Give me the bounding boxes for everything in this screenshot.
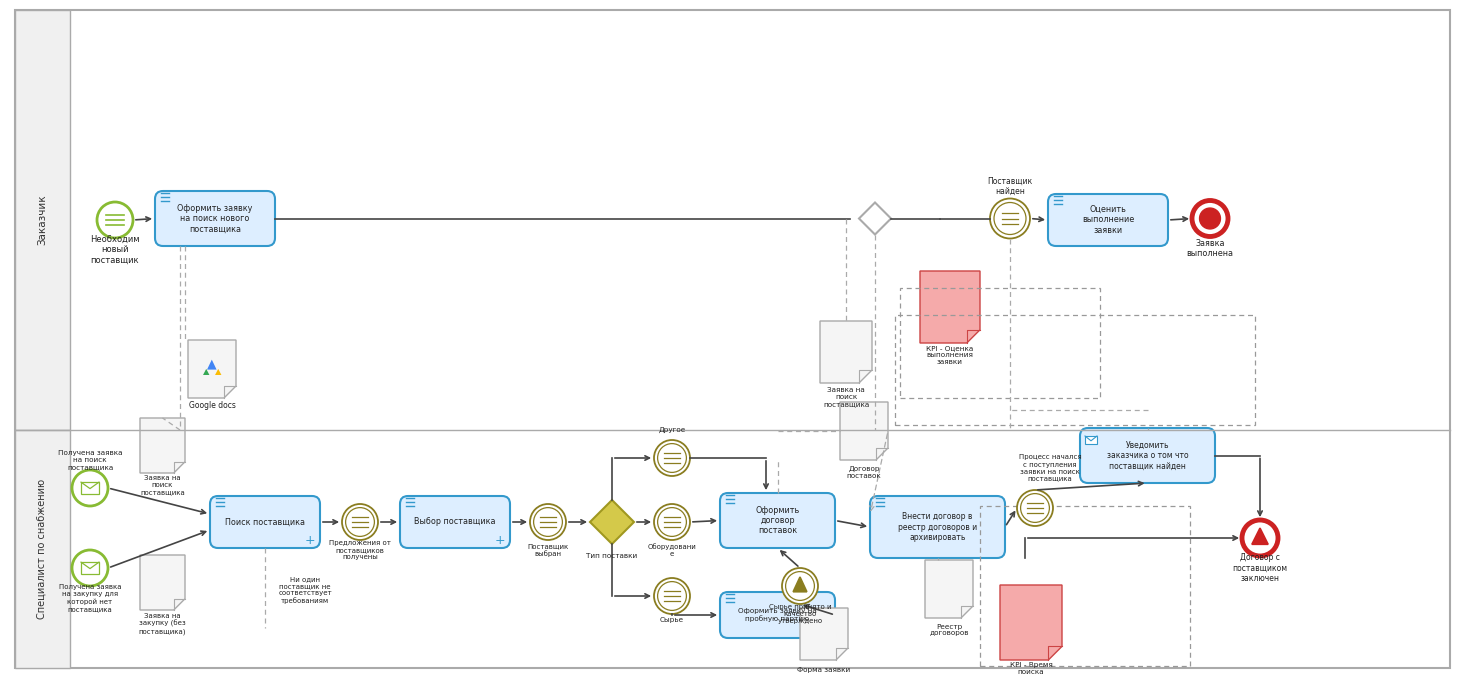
Text: Необходим
новый
поставщик: Необходим новый поставщик xyxy=(91,235,139,265)
Circle shape xyxy=(72,550,108,586)
Circle shape xyxy=(72,470,108,506)
Polygon shape xyxy=(858,203,891,235)
FancyBboxPatch shape xyxy=(719,592,835,638)
Circle shape xyxy=(658,443,687,473)
Circle shape xyxy=(530,504,565,540)
Circle shape xyxy=(1193,201,1228,237)
Polygon shape xyxy=(141,555,185,610)
Circle shape xyxy=(1200,208,1220,229)
Text: Договор с
поставщиком
заключен: Договор с поставщиком заключен xyxy=(1232,553,1288,583)
Text: Процесс начался
с поступления
заявки на поиск
поставщика: Процесс начался с поступления заявки на … xyxy=(1018,454,1081,481)
FancyBboxPatch shape xyxy=(209,496,319,548)
Text: ▲: ▲ xyxy=(202,367,209,376)
Polygon shape xyxy=(820,321,872,383)
FancyBboxPatch shape xyxy=(870,496,1005,558)
FancyBboxPatch shape xyxy=(1080,428,1214,483)
Circle shape xyxy=(1021,494,1049,523)
Text: Заявка на
поиск
поставщика: Заявка на поиск поставщика xyxy=(141,475,185,495)
Circle shape xyxy=(658,582,687,610)
Text: Заказчик: Заказчик xyxy=(37,195,47,245)
Circle shape xyxy=(1242,520,1277,556)
Text: Реестр
договоров: Реестр договоров xyxy=(929,624,968,637)
Text: Заявка на
закупку (без
поставщика): Заявка на закупку (без поставщика) xyxy=(139,613,186,635)
Text: Форма заявки: Форма заявки xyxy=(797,667,851,673)
Text: Поставщик
найден: Поставщик найден xyxy=(987,177,1033,196)
Circle shape xyxy=(533,508,563,536)
Bar xyxy=(81,482,100,494)
FancyBboxPatch shape xyxy=(719,493,835,548)
Text: Сырье принято и
качество
утверждено: Сырье принято и качество утверждено xyxy=(769,604,831,624)
Polygon shape xyxy=(920,271,980,343)
Circle shape xyxy=(782,568,817,604)
Text: Уведомить
заказчика о том что
поставщик найден: Уведомить заказчика о том что поставщик … xyxy=(1106,441,1188,471)
Circle shape xyxy=(97,202,133,238)
Circle shape xyxy=(1017,490,1053,526)
Circle shape xyxy=(653,504,690,540)
Text: Договор
поставок: Договор поставок xyxy=(847,465,882,479)
Circle shape xyxy=(993,203,1026,235)
Text: Заявка
выполнена: Заявка выполнена xyxy=(1187,239,1234,258)
Text: Заявка на
поиск
поставщика: Заявка на поиск поставщика xyxy=(823,387,869,407)
Bar xyxy=(81,562,100,574)
Text: Поиск поставщика: Поиск поставщика xyxy=(226,517,305,527)
Text: Оформить
договор
поставок: Оформить договор поставок xyxy=(756,506,800,536)
Polygon shape xyxy=(793,577,807,592)
Polygon shape xyxy=(188,340,236,398)
FancyBboxPatch shape xyxy=(1047,194,1168,246)
Text: Тип поставки: Тип поставки xyxy=(586,553,637,559)
Text: Оборудовани
е: Оборудовани е xyxy=(648,543,696,557)
Text: Оформить заявку на
пробную партию: Оформить заявку на пробную партию xyxy=(738,608,817,622)
Text: Сырье: Сырье xyxy=(659,617,684,623)
Polygon shape xyxy=(141,418,185,473)
Circle shape xyxy=(346,508,375,536)
Text: КРІ - Оценка
выполнения
заявки: КРІ - Оценка выполнения заявки xyxy=(926,345,974,365)
Text: Поставщик
выбран: Поставщик выбран xyxy=(527,543,568,557)
Text: Другое: Другое xyxy=(658,427,686,433)
Polygon shape xyxy=(590,500,634,544)
Circle shape xyxy=(990,199,1030,239)
Polygon shape xyxy=(839,402,888,460)
Circle shape xyxy=(341,504,378,540)
Polygon shape xyxy=(1253,528,1269,544)
Text: ▲: ▲ xyxy=(207,357,217,370)
Text: +: + xyxy=(495,534,505,546)
Bar xyxy=(15,10,70,430)
Circle shape xyxy=(658,508,687,536)
Text: Специалист по снабжению: Специалист по снабжению xyxy=(37,479,47,619)
Polygon shape xyxy=(924,560,973,618)
Text: Получена заявка
на поиск
поставщика: Получена заявка на поиск поставщика xyxy=(57,450,122,470)
Text: КРІ - Время
поиска
поставщика: КРІ - Время поиска поставщика xyxy=(1008,662,1055,678)
Text: ▲: ▲ xyxy=(215,367,221,376)
Text: +: + xyxy=(305,534,315,546)
Text: Ни один
поставщик не
соответствует
требованиям: Ни один поставщик не соответствует требо… xyxy=(278,576,331,604)
Circle shape xyxy=(785,572,815,601)
Polygon shape xyxy=(1001,585,1062,660)
FancyBboxPatch shape xyxy=(400,496,510,548)
Circle shape xyxy=(653,578,690,614)
Text: Внести договор в
реестр договоров и
архивировать: Внести договор в реестр договоров и архи… xyxy=(898,512,977,542)
Bar xyxy=(1086,436,1097,444)
FancyBboxPatch shape xyxy=(155,191,275,246)
Circle shape xyxy=(653,440,690,476)
Polygon shape xyxy=(800,608,848,660)
Text: Google docs: Google docs xyxy=(189,401,236,410)
Text: Получена заявка
на закупку для
которой нет
поставщика: Получена заявка на закупку для которой н… xyxy=(59,584,122,612)
Text: Оформить заявку
на поиск нового
поставщика: Оформить заявку на поиск нового поставщи… xyxy=(177,203,252,233)
Text: Предложения от
поставщиков
получены: Предложения от поставщиков получены xyxy=(330,540,391,560)
Text: Оценить
выполнение
заявки: Оценить выполнение заявки xyxy=(1081,205,1134,235)
Bar xyxy=(15,430,70,668)
Text: Выбор поставщика: Выбор поставщика xyxy=(415,517,495,527)
